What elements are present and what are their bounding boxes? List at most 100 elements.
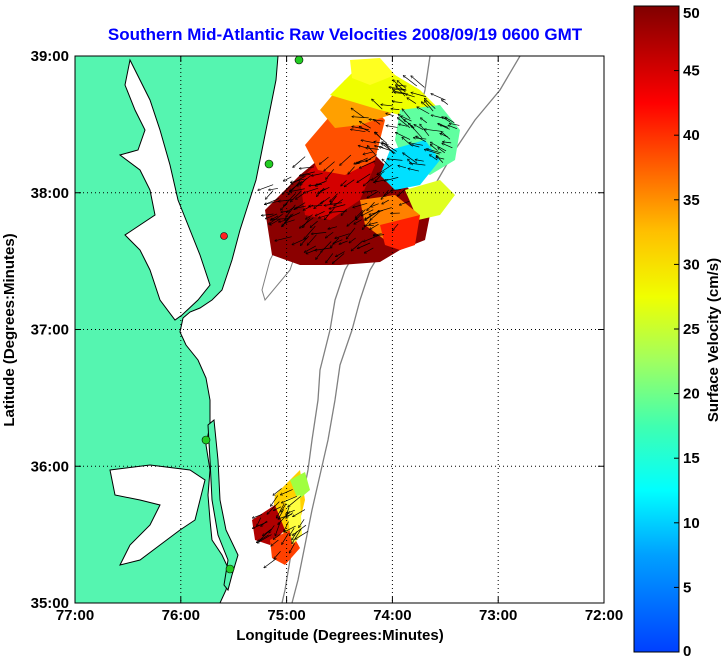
velocity-vector-arrow: [359, 160, 376, 168]
velocity-vector-arrow: [411, 76, 425, 88]
axis-ticks: 77:00 76:00 75:00 74:00 73:00 72:00 39:00 38:00…: [31, 48, 624, 624]
velocity-vector-arrow: [286, 512, 294, 518]
velocity-vector-arrow: [324, 207, 335, 220]
velocity-vector-arrow: [392, 102, 403, 103]
velocity-vector-arrow: [358, 146, 367, 149]
velocity-vector-arrow: [257, 534, 272, 543]
velocity-vector-arrow: [270, 218, 281, 225]
velocity-vector-arrow: [270, 495, 279, 507]
velocity-vector-arrow: [257, 517, 262, 527]
velocity-vector-arrow: [351, 240, 364, 251]
velocity-vector-arrow: [271, 539, 279, 546]
colorbar-tick-label: 30: [683, 256, 700, 273]
velocity-vector-arrow: [403, 153, 418, 164]
velocity-vector-arrow: [375, 174, 382, 181]
colorbar-tick-label: 20: [683, 386, 700, 403]
velocity-vector-arrow: [344, 179, 355, 187]
velocity-vector-arrow: [377, 207, 392, 212]
velocity-vector-arrow: [269, 525, 275, 532]
velocity-vector-arrow: [307, 234, 317, 246]
velocity-vector-arrow: [421, 102, 429, 109]
velocity-vector-arrow: [252, 521, 268, 529]
velocity-vector-arrow: [441, 131, 451, 140]
colorbar-tick-label: 0: [683, 643, 691, 659]
velocity-vector-arrow: [306, 214, 313, 219]
velocity-vector-arrow: [354, 219, 362, 224]
velocity-vector-arrow: [442, 100, 449, 105]
velocity-vector-arrow: [329, 204, 346, 209]
velocity-vector-arrow: [367, 190, 379, 198]
velocity-vector-arrow: [273, 488, 282, 495]
x-axis-label: Longitude (Degrees:Minutes): [236, 627, 444, 644]
velocity-vector-arrow: [302, 173, 311, 175]
velocity-vector-arrow: [374, 178, 389, 182]
velocity-vector-arrow: [349, 237, 356, 243]
velocity-vector-arrow: [279, 219, 288, 222]
chesapeake-bay: [118, 58, 211, 321]
velocity-vector-arrow: [406, 94, 415, 98]
velocity-vector-arrow: [309, 184, 323, 185]
pamlico-sound: [109, 464, 206, 566]
velocity-vector-arrow: [359, 121, 371, 129]
barrier-island: [207, 419, 239, 592]
velocity-vector-arrow: [411, 145, 420, 148]
velocity-vector-arrow: [429, 155, 438, 161]
radar-site-offline-marker: [220, 232, 228, 240]
colorbar: [633, 5, 680, 653]
velocity-vector-arrow: [325, 231, 334, 238]
colorbar-label: Surface Velocity (cm/s): [705, 258, 722, 422]
velocity-vector-arrow: [252, 514, 263, 518]
velocity-vector-arrow: [443, 142, 452, 143]
velocity-vector-arrow: [414, 125, 424, 130]
velocity-vector-arrow: [291, 175, 306, 184]
velocity-vector-arrow: [310, 220, 318, 227]
velocity-vector-arrow: [438, 124, 449, 128]
velocity-vector-arrow: [320, 196, 330, 204]
velocity-vector-arrow: [366, 154, 377, 162]
velocity-vector-arrow: [370, 223, 379, 229]
velocity-vector-arrow: [347, 217, 358, 226]
velocity-vector-arrow: [341, 209, 347, 215]
colorbar-tick-label: 5: [683, 579, 691, 596]
velocity-vector-arrow: [442, 143, 453, 149]
velocity-vector-arrow: [335, 233, 350, 239]
velocity-vector-arrow: [356, 209, 366, 219]
velocity-vector-arrow: [424, 101, 434, 112]
velocity-vector-arrow: [319, 214, 328, 218]
y-tick-label: 36:00: [31, 458, 69, 475]
velocity-vector-arrow: [286, 204, 296, 217]
velocity-vector-arrow: [431, 94, 446, 101]
velocity-vector-arrow: [274, 551, 281, 559]
y-tick-label: 37:00: [31, 322, 69, 339]
velocity-vector-arrow: [351, 129, 366, 133]
map-panel: [75, 56, 604, 603]
velocity-vector-arrow: [264, 558, 277, 568]
velocity-vector-arrow: [288, 496, 301, 507]
velocity-vector-arrow: [324, 161, 335, 171]
velocity-vector-arrow: [396, 86, 406, 97]
velocity-vector-arrow: [257, 534, 269, 543]
velocity-vector-arrow: [265, 190, 274, 200]
velocity-vector-arrow: [402, 109, 411, 119]
velocity-vector-arrow: [399, 124, 408, 127]
velocity-vector-arrow: [367, 202, 375, 210]
velocity-vector-arrow: [430, 142, 447, 152]
velocity-vector-arrow: [263, 528, 272, 536]
velocity-vector-arrow: [275, 520, 281, 536]
velocity-vector-arrow: [353, 202, 368, 207]
velocity-vector-arrow: [381, 105, 393, 107]
velocity-vector-arrow: [303, 204, 314, 210]
x-tick-label: 77:00: [56, 607, 94, 624]
velocity-vector-arrow: [274, 506, 282, 511]
velocity-vector-arrow: [290, 188, 305, 192]
velocity-vector-arrow: [330, 195, 337, 204]
velocity-vector-arrow: [265, 198, 280, 204]
velocity-vector-arrow: [278, 199, 294, 201]
velocity-vector-arrow: [409, 143, 423, 146]
velocity-vector-arrow: [374, 119, 381, 125]
velocity-vector-arrow: [300, 235, 310, 245]
velocity-vector-arrow: [387, 159, 403, 161]
colorbar-tick-label: 35: [683, 192, 700, 209]
velocity-vector-arrow: [314, 200, 325, 208]
velocity-vector-arrow: [407, 98, 417, 104]
